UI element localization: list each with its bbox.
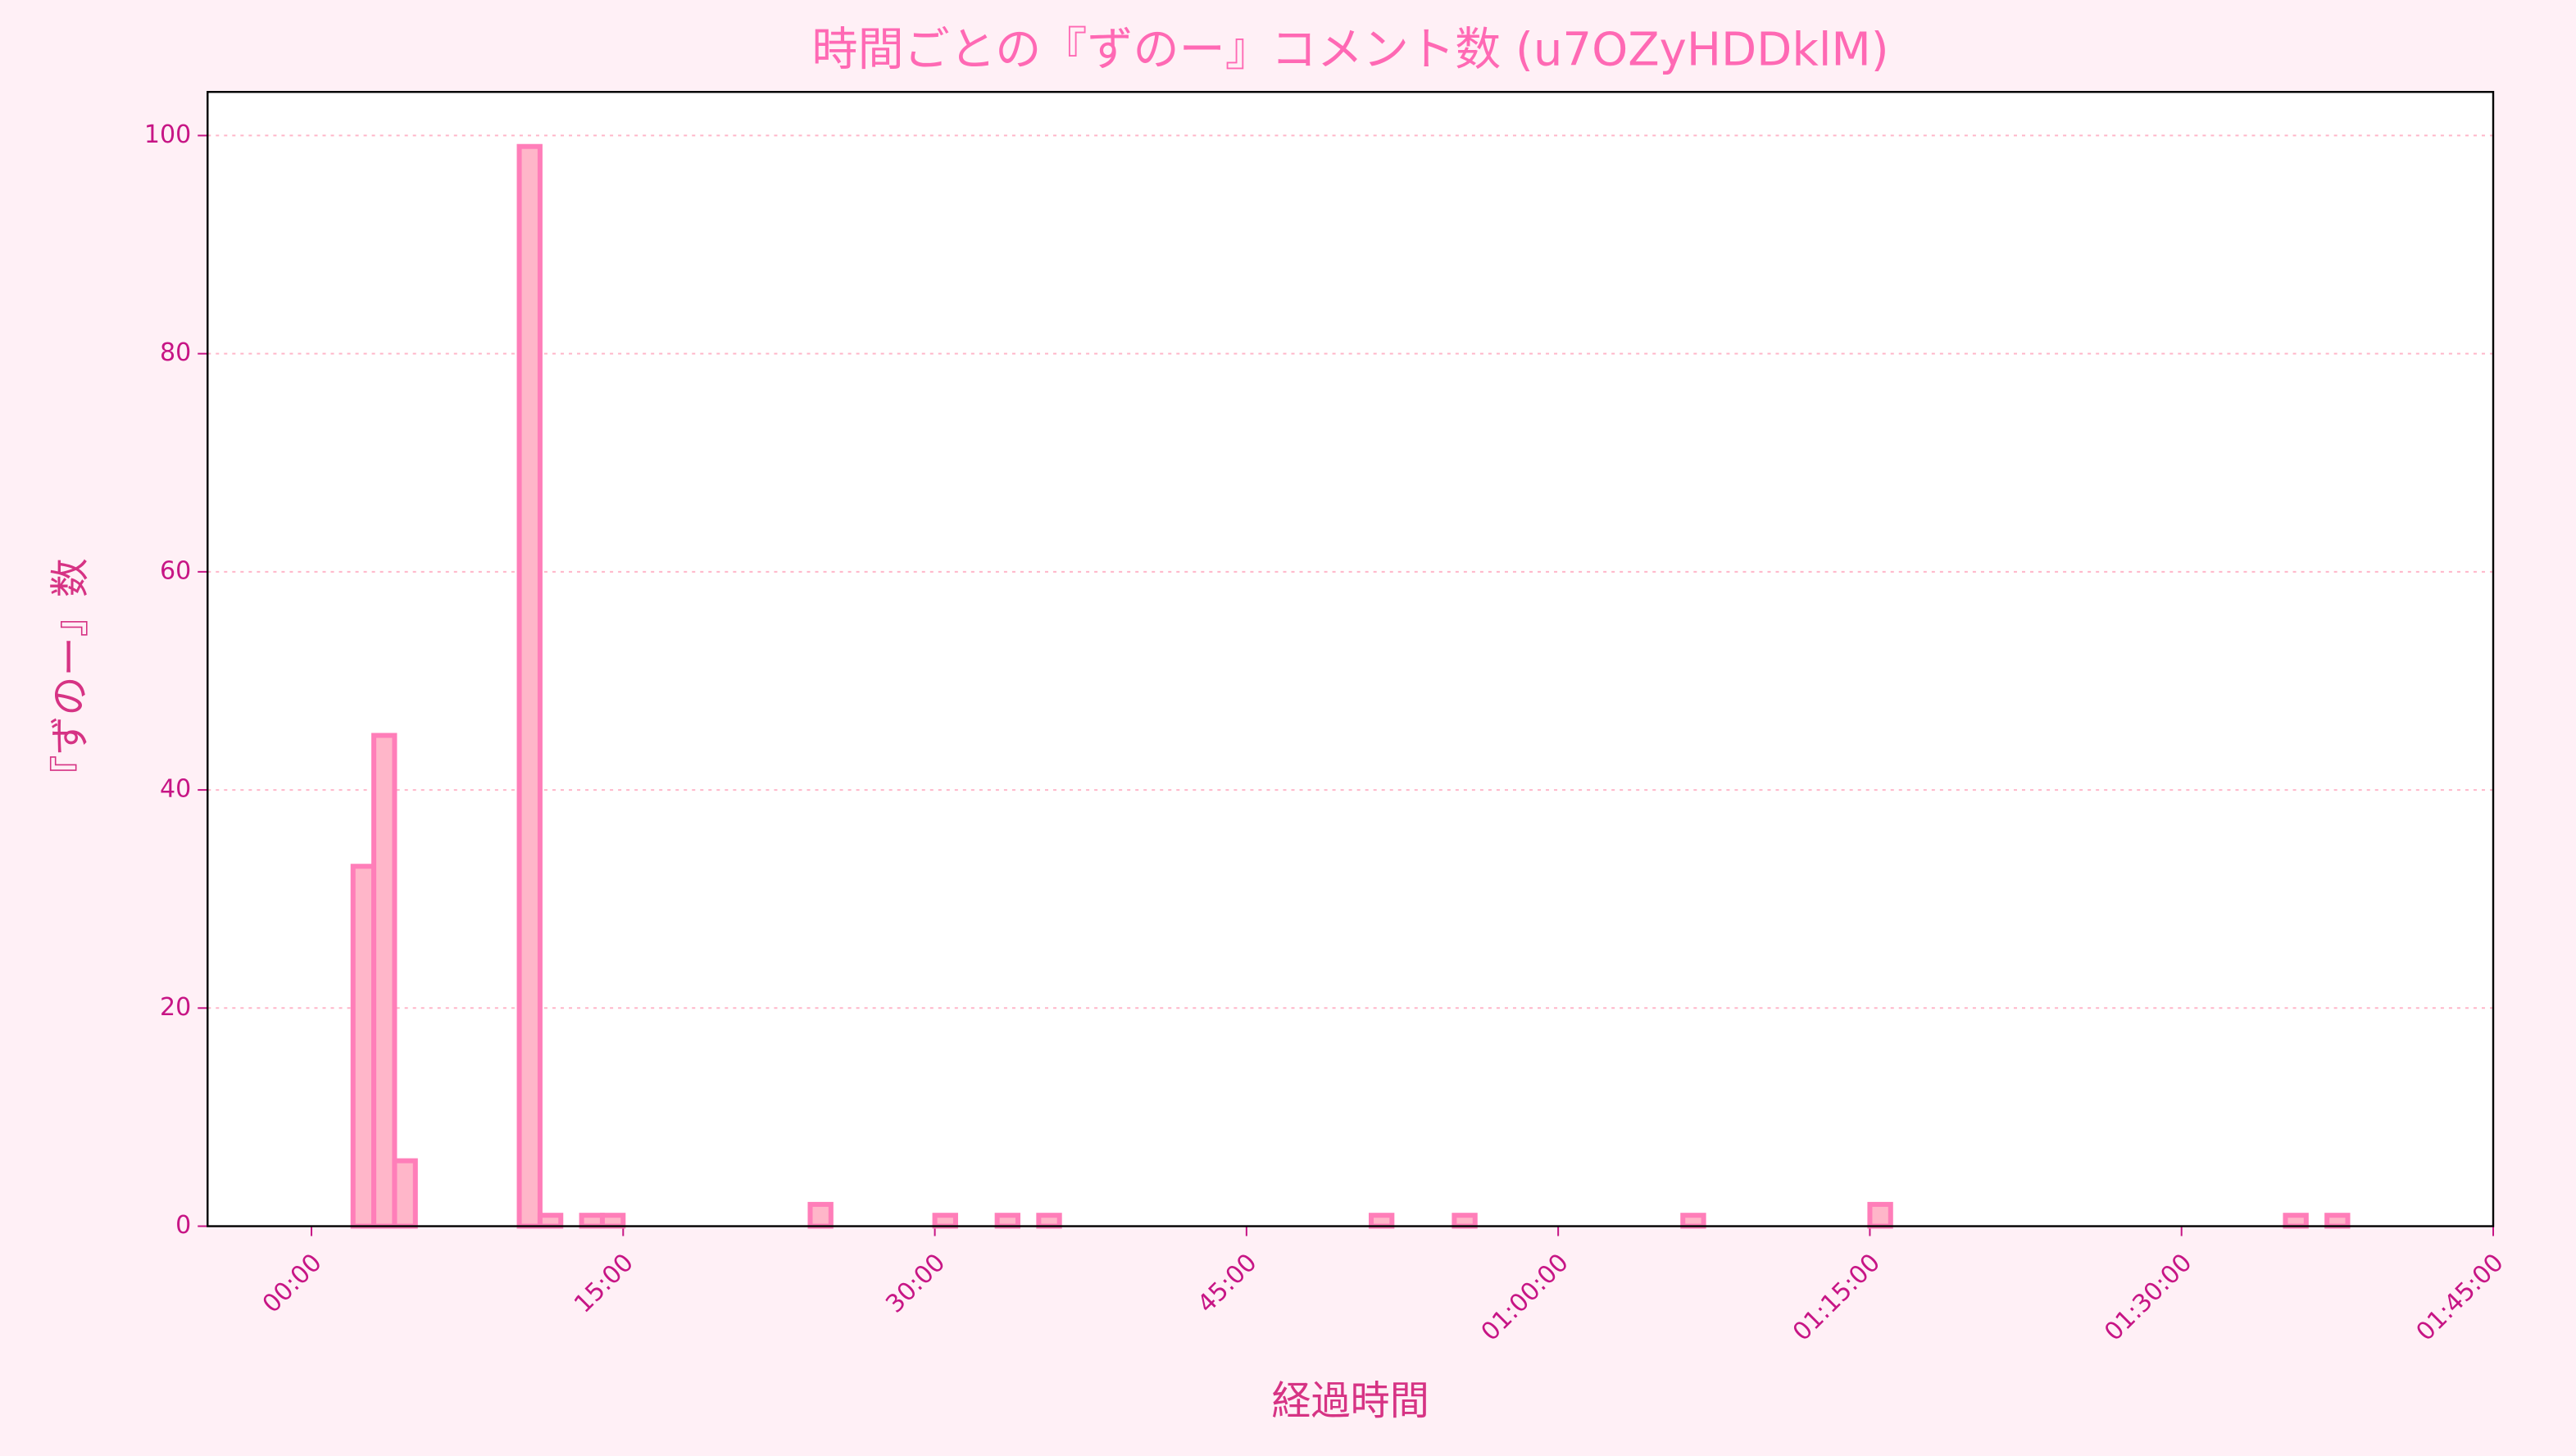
y-tick-label: 60 [160, 556, 191, 585]
y-tick-label: 0 [175, 1211, 191, 1240]
bar [2324, 1213, 2351, 1229]
bar [516, 143, 543, 1229]
y-tick-label: 20 [160, 993, 191, 1022]
y-tick-label: 80 [160, 338, 191, 367]
y-tick-label: 40 [160, 775, 191, 804]
bar [537, 1213, 564, 1229]
plot-area [207, 92, 2493, 1227]
plot-frame [207, 90, 2495, 1227]
bar [1452, 1213, 1478, 1229]
bar [932, 1213, 958, 1229]
bar [1036, 1213, 1062, 1229]
bar [579, 1213, 605, 1229]
bar [807, 1201, 834, 1229]
bar [392, 1158, 418, 1229]
bar [2283, 1213, 2309, 1229]
bar [1867, 1201, 1893, 1229]
bar [371, 733, 398, 1229]
bar [994, 1213, 1021, 1229]
chart-title: 時間ごとの『ずのー』コメント数 (u7OZyHDDklM) [812, 24, 1889, 77]
bar [599, 1213, 626, 1229]
bar [350, 864, 377, 1229]
y-axis-label: 『ずのー』数 [48, 558, 93, 794]
bar [1680, 1213, 1706, 1229]
y-tick-label: 100 [144, 120, 191, 149]
bar [1368, 1213, 1395, 1229]
x-axis-label: 経過時間 [1271, 1378, 1429, 1424]
